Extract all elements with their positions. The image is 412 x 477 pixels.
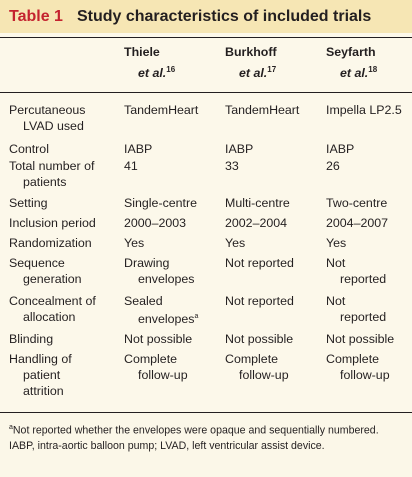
- header-etal: et al.17: [239, 65, 277, 81]
- header-etal: et al.16: [138, 65, 176, 81]
- table-row: Handling of patient attrition Complete foll…: [9, 352, 390, 398]
- table-header-rule: [0, 92, 412, 93]
- header-empty: [0, 42, 124, 92]
- header-name: Thiele: [124, 45, 160, 59]
- header-burkhoff: Burkhoff et al.17: [225, 42, 326, 92]
- footnote-a: aNot reported whether the envelopes were…: [9, 424, 379, 437]
- table-title-bar: Table 1 Study characteristics of include…: [0, 0, 412, 33]
- table-row: Concealment of allocation Sealed envelopes…: [9, 294, 387, 327]
- header-thiele: Thiele et al.16: [124, 42, 225, 92]
- footnote-abbreviations: IABP, intra-aortic balloon pump; LVAD, l…: [9, 439, 325, 452]
- table-row: Blinding Not possible Not possible Not p…: [9, 332, 395, 346]
- table-row: Setting Single-centre Multi-centre Two-c…: [9, 196, 388, 210]
- table-row: Total number of patients 41 33 26: [9, 159, 340, 189]
- table-top-rule: [0, 37, 412, 38]
- table-row: Control IABP IABP IABP: [9, 142, 355, 156]
- table-row: Percutaneous LVAD used TandemHeart Tandem…: [9, 103, 402, 133]
- header-seyfarth: Seyfarth et al.18: [326, 42, 412, 92]
- table-title: Study characteristics of included trials: [76, 7, 372, 25]
- table-header-row: Thiele et al.16 Burkhoff et al.17 Seyfar…: [0, 42, 412, 92]
- table-number: Table 1: [9, 7, 63, 25]
- table-row: Randomization Yes Yes Yes: [9, 236, 347, 250]
- header-name: Seyfarth: [326, 45, 376, 59]
- header-etal: et al.18: [340, 65, 378, 81]
- table-footnotes: aNot reported whether the envelopes were…: [9, 420, 409, 454]
- table-bottom-rule: [0, 412, 412, 413]
- table-row: Inclusion period 2000–2003 2002–2004 200…: [9, 216, 389, 230]
- table-row: Sequence generation Drawing envelopes Not …: [9, 256, 387, 286]
- table-panel: [0, 33, 412, 413]
- study-characteristics-table: Thiele et al.16 Burkhoff et al.17 Seyfar…: [0, 42, 412, 403]
- footnote-marker: a: [194, 313, 199, 320]
- header-name: Burkhoff: [225, 45, 277, 59]
